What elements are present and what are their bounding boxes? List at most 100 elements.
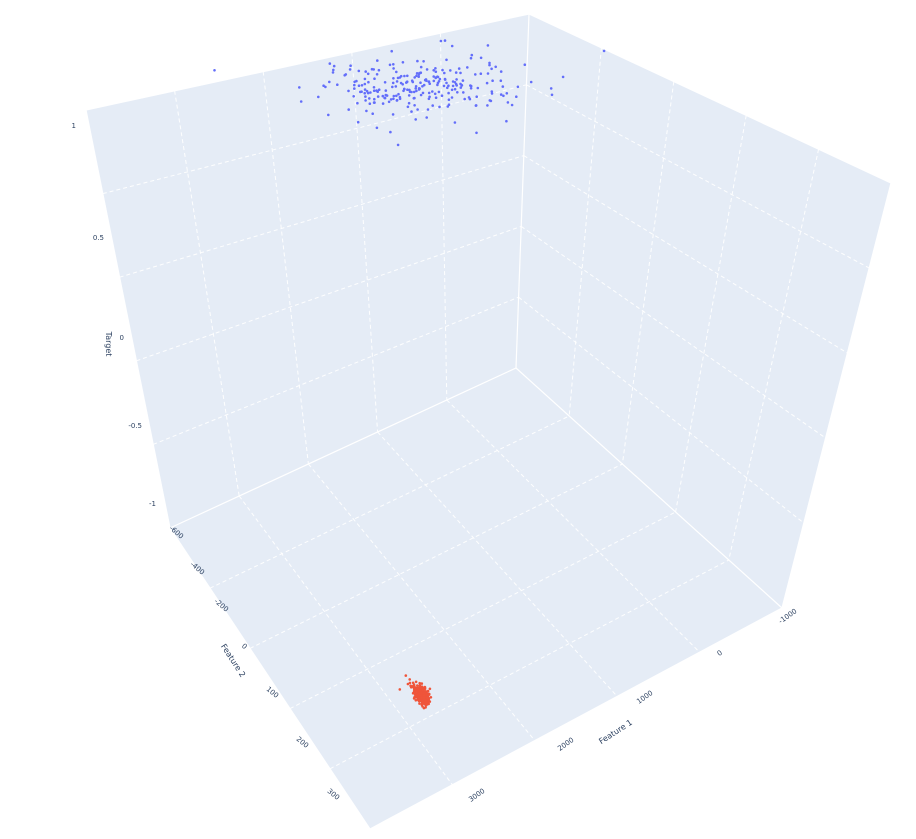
series-target-minus1 [398,674,433,710]
data-point-target-minus1 [422,694,426,697]
data-point-target-1 [488,61,491,65]
data-point-target-1 [372,101,376,104]
grid-back-h-1 [102,84,527,195]
data-point-target-1 [381,102,385,105]
data-point-target-minus1 [426,689,430,693]
data-point-target-1 [376,95,380,98]
data-point-target-minus1 [413,692,417,695]
data-point-target-1 [399,81,403,85]
data-point-target-1 [415,74,418,78]
data-point-target-1 [489,99,493,103]
data-point-target-1 [377,68,381,72]
data-point-target-1 [367,80,370,84]
data-point-target-1 [449,69,452,72]
data-point-target-1 [434,96,438,99]
grid-right-h-1 [526,84,870,269]
data-point-target-1 [412,90,416,94]
data-point-target-1 [364,99,367,102]
data-point-target-1 [328,62,332,65]
data-point-target-minus1 [425,693,428,696]
scene-fill [86,14,891,829]
data-point-target-minus1 [420,691,423,694]
data-point-target-minus1 [422,698,426,701]
data-point-target-minus1 [408,678,412,681]
grid-right-h-2 [523,155,848,354]
data-point-target-1 [475,95,479,98]
grid-right-v-1 [568,47,602,417]
data-point-target-1 [415,72,419,75]
data-point-target-minus1 [429,696,433,699]
data-point-target-1 [469,87,473,90]
data-point-target-minus1 [414,699,418,702]
data-point-target-1 [505,119,508,123]
data-point-target-1 [438,105,441,109]
data-point-target-1 [396,143,400,147]
data-point-target-1 [427,97,431,101]
data-point-target-1 [474,104,478,107]
data-point-target-1 [453,87,457,91]
data-point-target-1 [467,96,471,99]
data-point-target-1 [461,79,465,82]
data-point-target-1 [366,72,370,76]
grid-back-h-4 [153,296,519,445]
data-point-target-1 [389,130,392,134]
grid-floor-b-2 [249,463,623,649]
data-point-target-1 [418,87,421,90]
data-point-target-1 [391,81,395,85]
data-point-target-1 [398,97,402,101]
data-point-target-1 [328,80,331,84]
data-point-target-1 [332,64,336,68]
data-point-target-1 [455,78,458,81]
data-point-target-1 [422,60,425,63]
data-point-target-minus1 [404,674,408,677]
data-point-target-1 [373,97,376,101]
data-point-target-minus1 [406,682,410,686]
data-point-target-1 [442,84,446,88]
data-point-target-1 [447,91,450,95]
data-point-target-1 [394,85,398,88]
grid-floor-a-4 [446,399,700,653]
data-point-target-1 [331,71,335,74]
data-point-target-1 [391,113,395,116]
data-point-target-minus1 [422,696,426,699]
data-point-target-1 [432,75,436,78]
scene-edge-6 [515,13,530,369]
data-point-target-minus1 [424,690,427,693]
data-point-target-1 [419,71,423,74]
data-point-target-1 [381,94,385,98]
data-point-target-1 [425,68,429,71]
data-point-target-1 [363,88,367,91]
data-point-target-1 [373,77,376,80]
data-point-target-1 [356,101,359,105]
data-point-target-1 [427,91,431,95]
data-point-target-1 [299,100,303,103]
data-point-target-minus1 [420,701,424,705]
data-point-target-minus1 [398,688,402,691]
data-point-target-1 [529,80,533,84]
data-point-target-1 [419,65,423,69]
scene-edge-4 [169,527,371,830]
data-point-target-1 [485,81,489,85]
data-point-target-1 [332,68,335,72]
data-point-target-minus1 [411,681,415,685]
data-point-target-1 [479,56,483,60]
data-point-target-1 [383,96,386,100]
data-point-target-1 [363,91,367,95]
grid-back-h-3 [136,225,522,362]
data-point-target-1 [490,90,494,93]
grid-back-h-2 [119,155,524,278]
data-point-target-minus1 [408,681,412,685]
data-point-target-minus1 [427,692,431,696]
data-point-target-1 [463,97,467,101]
data-point-target-1 [486,72,490,75]
data-point-target-1 [434,70,438,73]
y-tick-label: 0 [240,642,249,651]
data-point-target-1 [453,121,457,124]
data-point-target-1 [365,89,369,93]
data-point-target-1 [348,68,352,71]
data-point-target-1 [364,95,367,98]
data-point-target-1 [433,92,437,96]
data-point-target-minus1 [414,680,418,684]
grid-floor-b-1 [209,415,570,589]
